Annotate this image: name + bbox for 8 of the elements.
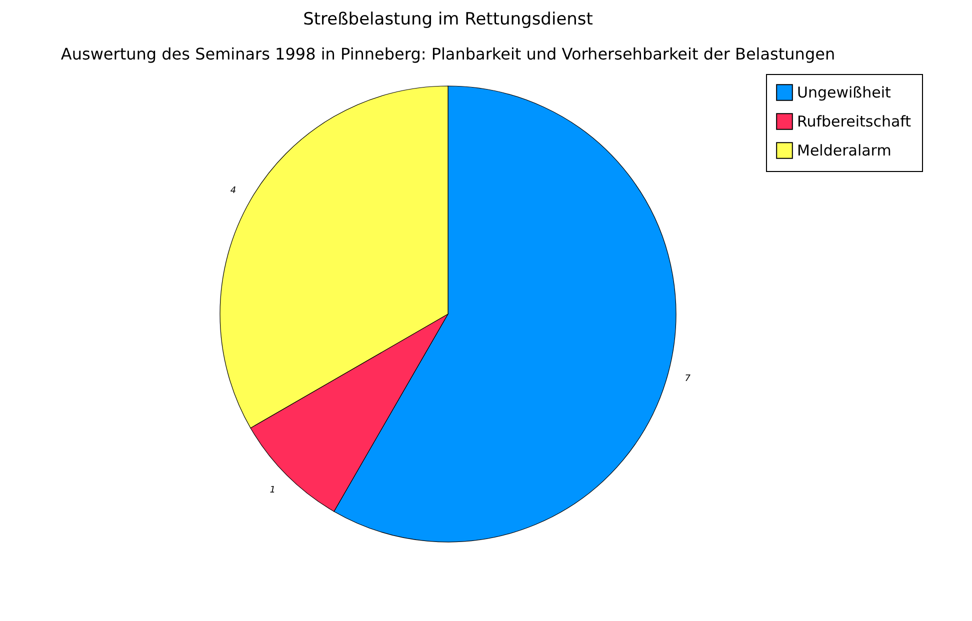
- data-label: 7: [684, 374, 691, 384]
- data-label: 1: [270, 485, 276, 496]
- legend-label: Melderalarm: [797, 142, 892, 160]
- chart-subtitle: Auswertung des Seminars 1998 in Pinneberg: Planbarkeit und Vorhersehbarkeit der Belastungen: [60, 44, 836, 64]
- legend-label: Rufbereitschaft: [797, 112, 912, 130]
- data-label: 4: [230, 186, 236, 196]
- chart-title: Streßbelastung im Rettungsdienst: [303, 10, 594, 30]
- legend-label: Ungewißheit: [797, 84, 892, 102]
